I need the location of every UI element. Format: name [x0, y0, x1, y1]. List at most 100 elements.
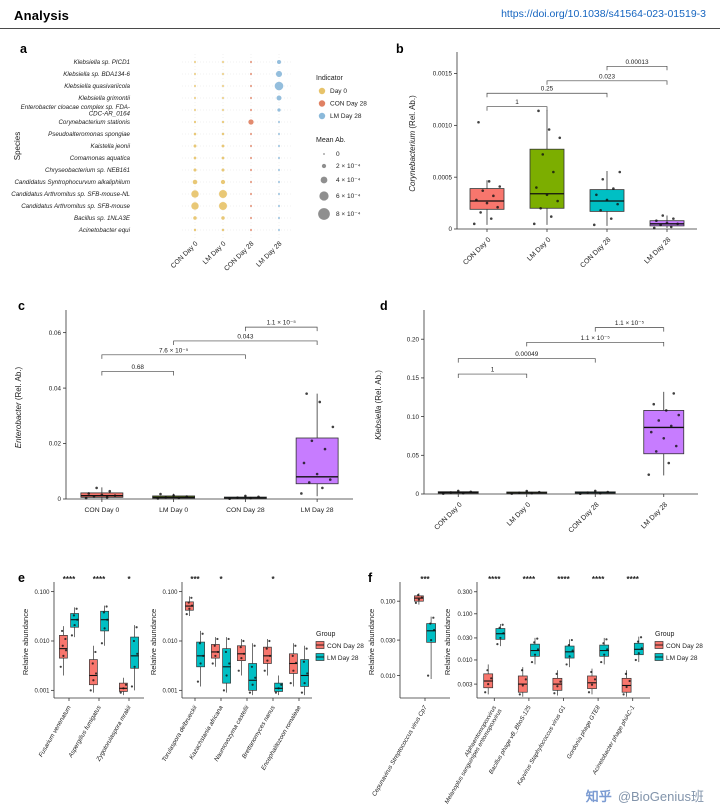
significance-stars: ****	[592, 575, 605, 584]
box-con	[59, 626, 68, 676]
significance-bracket	[173, 340, 318, 345]
x-tick-label: LM Day 28	[644, 236, 673, 265]
group-legend-title: Group	[316, 631, 336, 638]
panel-d-klebsiella-boxplot: 0 0.05 0.10 0.15 0.20 Klebsiella (Rel. Ab.) CO…	[368, 294, 713, 562]
abundance-dot	[250, 109, 252, 111]
abundance-dot	[250, 145, 252, 147]
group-axis-label: CON Day 0	[170, 240, 200, 270]
legend-label: CON Day 28	[666, 643, 703, 650]
panel-a-indicator-bubble-plot: Species Klebsiella sp. PICD1 Klebsiella sp…	[10, 36, 420, 294]
abundance-dot	[250, 85, 252, 87]
y-tick-label: 0.100	[380, 599, 396, 605]
box-con	[237, 638, 246, 676]
box-lm-day-0	[506, 489, 548, 495]
abundance-dot	[250, 61, 252, 63]
p-value-label: 0.043	[237, 333, 253, 340]
species-label: Kaistella jeonii	[90, 143, 130, 150]
size-label: 2 × 10⁻⁴	[336, 163, 361, 170]
box-con	[89, 645, 98, 693]
species-label: Chryseobacterium sp. NEB161	[45, 167, 130, 174]
abundance-dot	[191, 202, 199, 210]
box-lm	[196, 630, 205, 687]
x-tick-label: CON Day 28	[568, 501, 601, 534]
abundance-dot	[193, 132, 197, 136]
y-tick-label: 0.0010	[433, 123, 453, 130]
box-lm	[426, 616, 436, 680]
box-con	[483, 664, 494, 695]
abundance-dot	[278, 217, 280, 219]
legend-label: LM Day 28	[666, 655, 698, 662]
boxplots-f-svg: 0.100 0.030 0.010 Relative abundance Cepunav…	[367, 575, 703, 805]
size-label: 4 × 10⁻⁴	[336, 177, 361, 184]
abundance-dot	[193, 156, 197, 160]
abundance-dot	[248, 119, 254, 125]
legend-label: CON Day 28	[327, 643, 364, 650]
x-tick-label: CON Day 0	[462, 236, 492, 266]
size-label: 0	[336, 151, 340, 158]
box-con-day-0	[437, 489, 479, 495]
abundance-dot	[219, 202, 227, 210]
significance-stars: *	[219, 575, 223, 584]
abundance-dot	[221, 120, 225, 124]
box-lm	[633, 636, 644, 663]
watermark: 知乎 @BioGenius班	[586, 786, 704, 805]
abundance-dot	[250, 229, 252, 231]
y-tick-label: 0.030	[457, 636, 473, 642]
species-tick-label: Cepunavirus Streptococcus virus Cp7	[371, 704, 429, 798]
abundance-dot	[250, 181, 252, 183]
species-label: Candidatus Arthromitus sp. SFB-mouse-NL	[11, 191, 130, 198]
boxplot-c-svg: 0 0.02 0.04 0.06 Enterobacter (Rel. Ab.) CON …	[14, 310, 353, 514]
abundance-dot	[250, 193, 252, 195]
abundance-dot	[250, 97, 252, 99]
panel-e-fungi-boxplots: 0.001 0.010 0.100 Relative abundance Fusariu…	[10, 568, 370, 811]
box-lm	[274, 675, 283, 696]
box-lm	[130, 625, 139, 691]
abundance-dot	[221, 144, 225, 148]
abundance-dot	[193, 216, 197, 220]
box-con-day-28	[589, 170, 625, 227]
doi-link[interactable]: https://doi.org/10.1038/s41564-023-01519…	[501, 8, 706, 20]
size-swatch	[321, 163, 327, 169]
abundance-dot	[278, 229, 280, 231]
abundance-dot	[278, 193, 280, 195]
indicator-swatch	[318, 100, 326, 107]
y-axis-title: Corynebacterium (Rel. Ab.)	[408, 95, 417, 192]
y-tick-label: 0.010	[380, 674, 396, 680]
abundance-dot	[221, 156, 225, 160]
abundance-dot	[250, 217, 252, 219]
y-tick-label: 0.100	[34, 590, 50, 596]
abundance-dot	[194, 109, 196, 111]
abundance-dot	[222, 73, 224, 75]
box-lm	[248, 643, 257, 696]
y-tick-label: 0	[448, 226, 452, 233]
x-tick-label: LM Day 0	[506, 501, 532, 527]
significance-bracket	[546, 80, 668, 85]
y-tick-label: 0.0015	[433, 71, 453, 78]
group-axis-label: LM Day 0	[202, 240, 228, 266]
x-tick-label: LM Day 28	[301, 507, 334, 514]
p-value-label: 0.00013	[625, 59, 649, 66]
abundance-dot	[193, 228, 197, 232]
legend-label: LM Day 28	[327, 655, 359, 662]
abundance-dot	[221, 168, 225, 172]
abundance-dot	[250, 169, 252, 171]
y-tick-label: 0.030	[380, 638, 396, 644]
abundance-dot	[277, 108, 281, 112]
species-label: Klebsiella grimontii	[78, 95, 130, 102]
significance-stars: ****	[557, 575, 570, 584]
abundance-dot	[193, 120, 197, 124]
box-lm	[495, 623, 506, 647]
panel-label-d: d	[380, 299, 388, 313]
abundance-dot	[194, 85, 196, 87]
size-swatch	[318, 208, 330, 220]
box-con	[517, 667, 528, 697]
box-lm-day-0	[529, 109, 565, 226]
indicator-swatch	[318, 112, 326, 120]
y-axis-title: Relative abundance	[149, 609, 158, 675]
box-lm-day-28	[295, 392, 339, 497]
species-tick-label: Fusarium venenatum	[38, 705, 73, 759]
significance-stars: ***	[190, 575, 200, 584]
group-legend-title: Group	[655, 631, 675, 638]
abundance-dot	[194, 61, 196, 63]
x-tick-label: LM Day 28	[640, 501, 669, 530]
